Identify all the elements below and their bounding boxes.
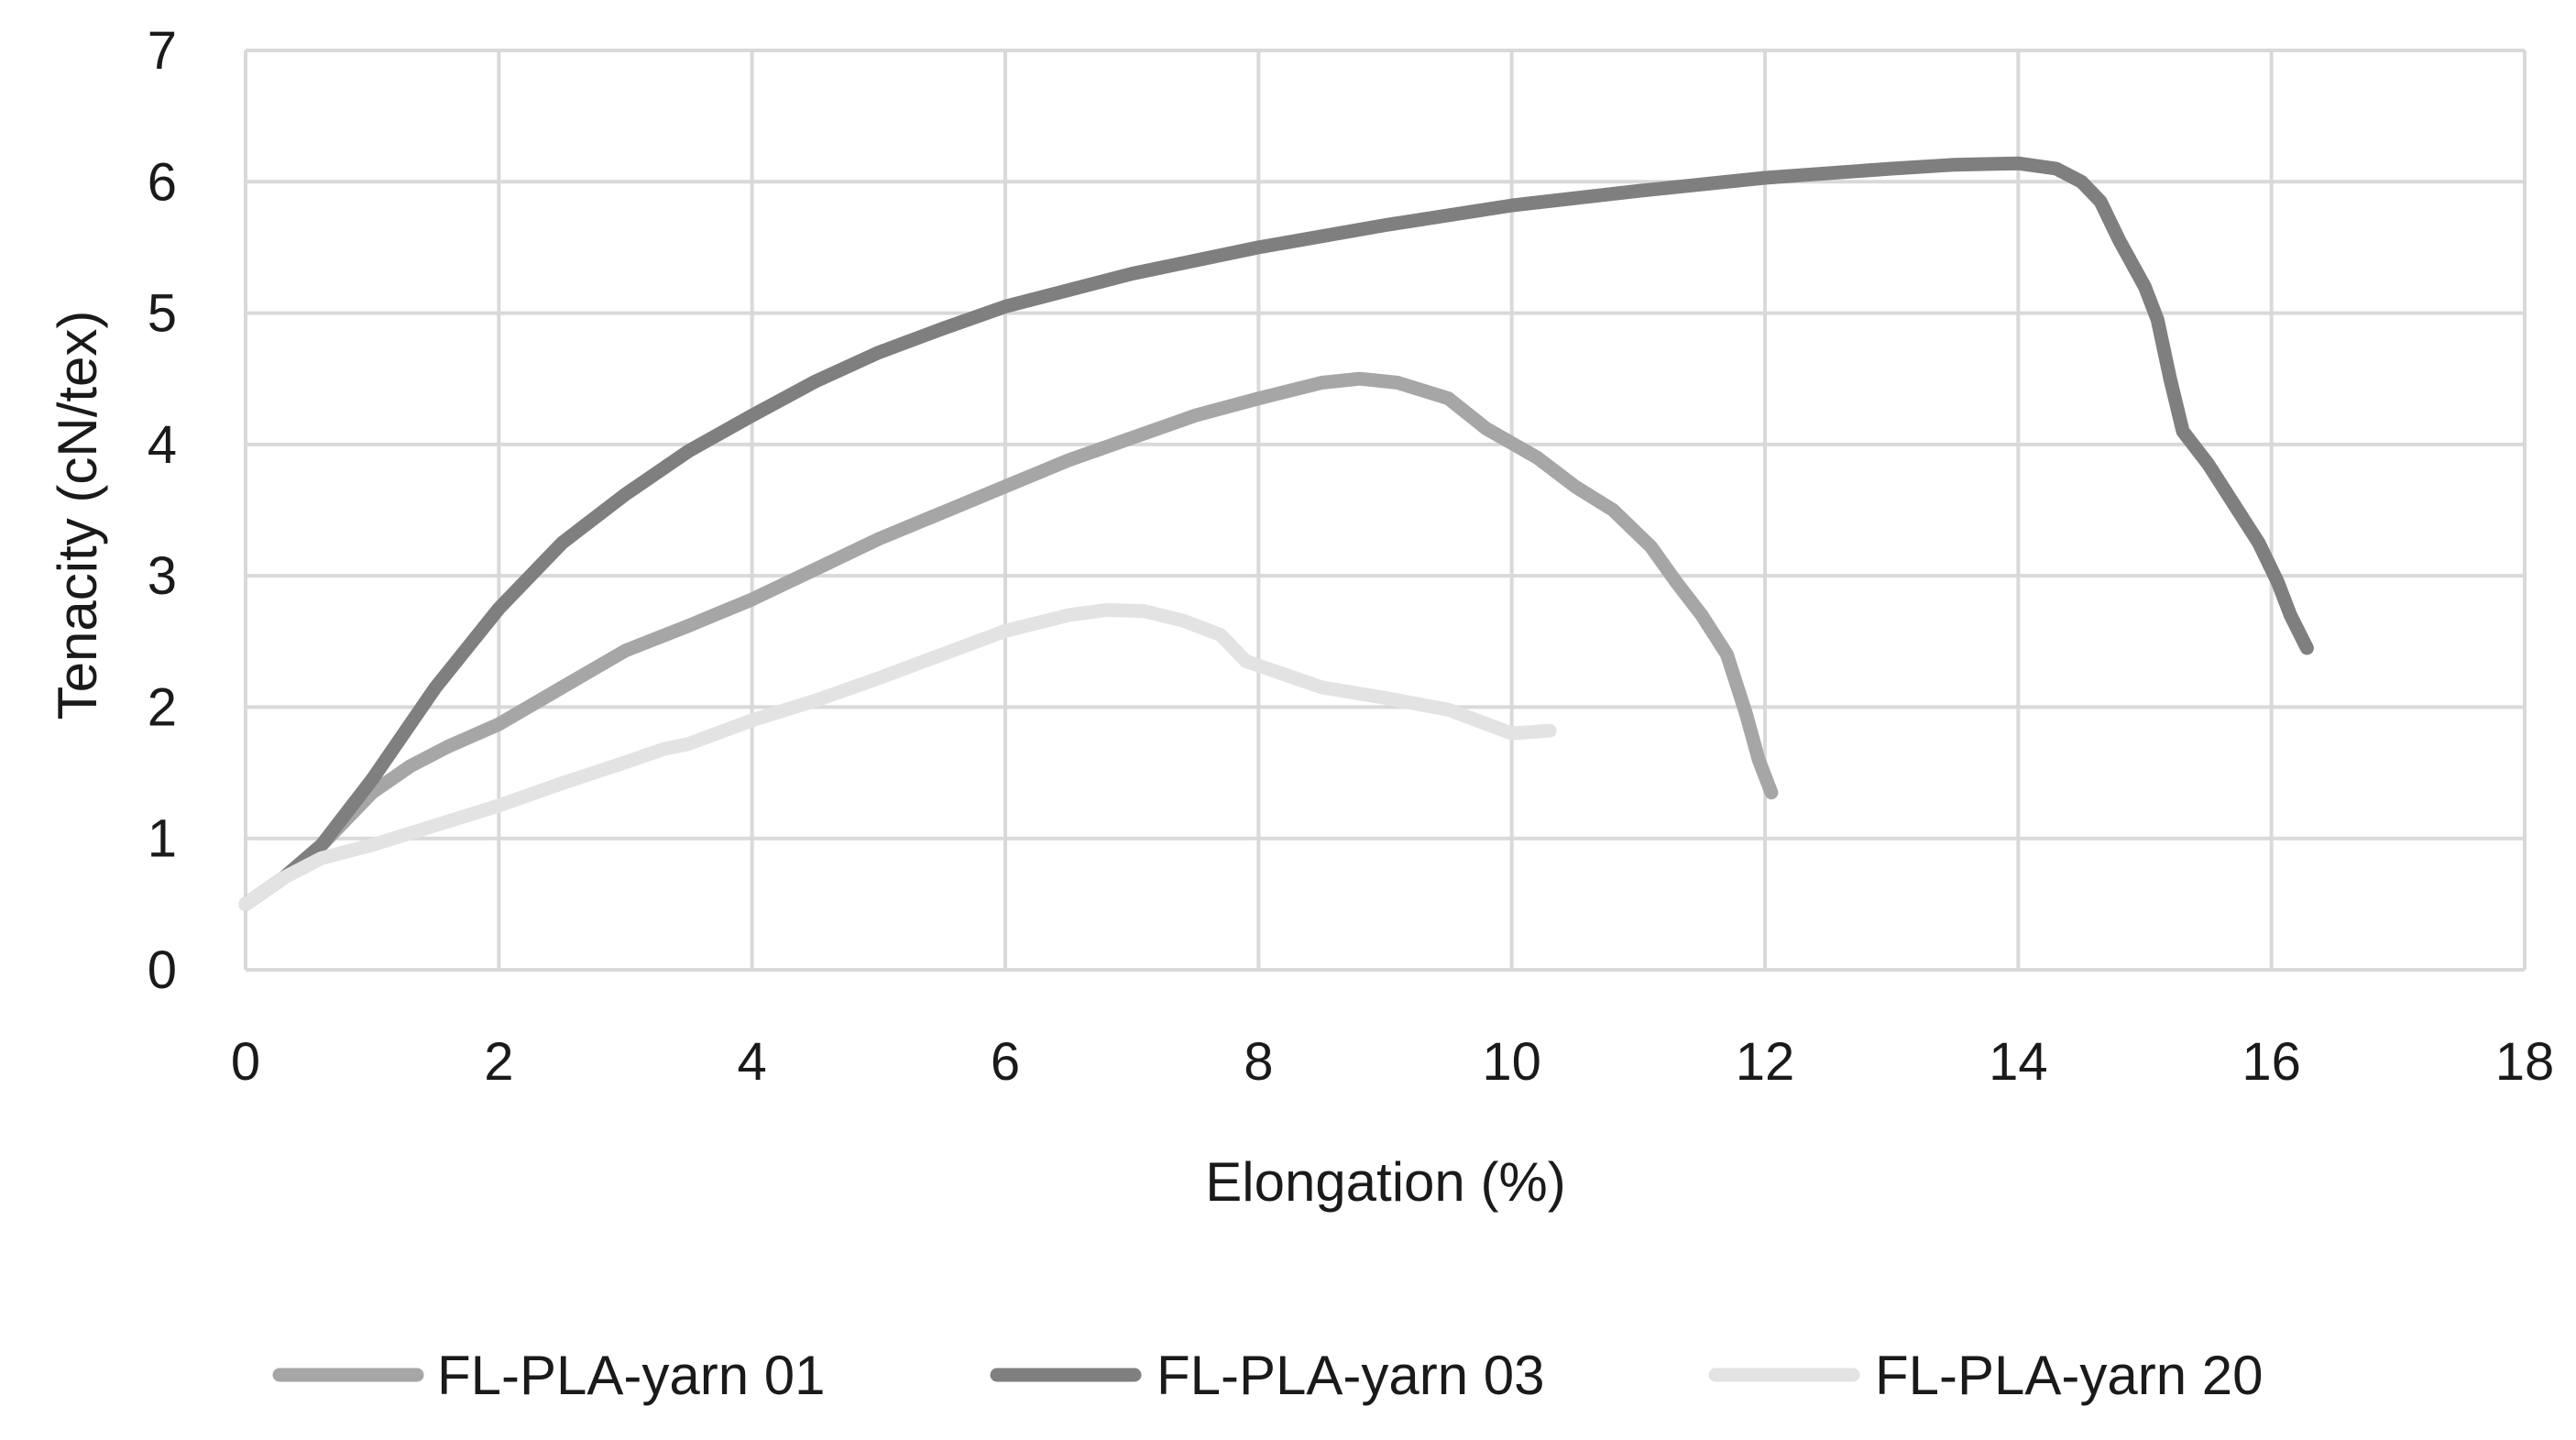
x-tick-label: 8 bbox=[1244, 1032, 1273, 1092]
y-tick-label: 2 bbox=[148, 677, 177, 737]
y-tick-label: 4 bbox=[148, 415, 177, 475]
legend-label-yarn-01: FL-PLA-yarn 01 bbox=[437, 1345, 826, 1406]
x-tick-label: 6 bbox=[991, 1032, 1020, 1092]
legend-label-yarn-03: FL-PLA-yarn 03 bbox=[1156, 1345, 1545, 1406]
legend-label-yarn-20: FL-PLA-yarn 20 bbox=[1875, 1345, 2264, 1406]
legend: FL-PLA-yarn 01 FL-PLA-yarn 03 FL-PLA-yar… bbox=[272, 1345, 2264, 1406]
x-axis-title: Elongation (%) bbox=[1205, 1151, 1566, 1213]
x-tick-label: 12 bbox=[1736, 1032, 1795, 1092]
x-tick-label: 18 bbox=[2495, 1032, 2555, 1092]
x-tick-label: 4 bbox=[738, 1032, 767, 1092]
series-layer bbox=[238, 156, 2314, 911]
x-tick-label: 0 bbox=[231, 1032, 260, 1092]
y-axis-title: Tenacity (cN/tex) bbox=[47, 311, 108, 720]
x-tick-label: 14 bbox=[1989, 1032, 2048, 1092]
x-tick-label: 10 bbox=[1482, 1032, 1541, 1092]
y-tick-label: 0 bbox=[148, 940, 177, 1000]
y-tick-label: 7 bbox=[148, 21, 177, 81]
series-line-fl-pla-yarn-03 bbox=[238, 156, 2314, 911]
series-line-fl-pla-yarn-01 bbox=[238, 371, 1779, 911]
x-tick-label: 2 bbox=[484, 1032, 513, 1092]
y-tick-label: 1 bbox=[148, 809, 177, 869]
x-tick-label: 16 bbox=[2242, 1032, 2301, 1092]
y-tick-label: 3 bbox=[148, 546, 177, 606]
y-tick-label: 6 bbox=[148, 152, 177, 212]
series-line-fl-pla-yarn-20 bbox=[238, 602, 1557, 911]
grid-layer bbox=[244, 49, 2527, 972]
y-tick-label: 5 bbox=[148, 284, 177, 344]
